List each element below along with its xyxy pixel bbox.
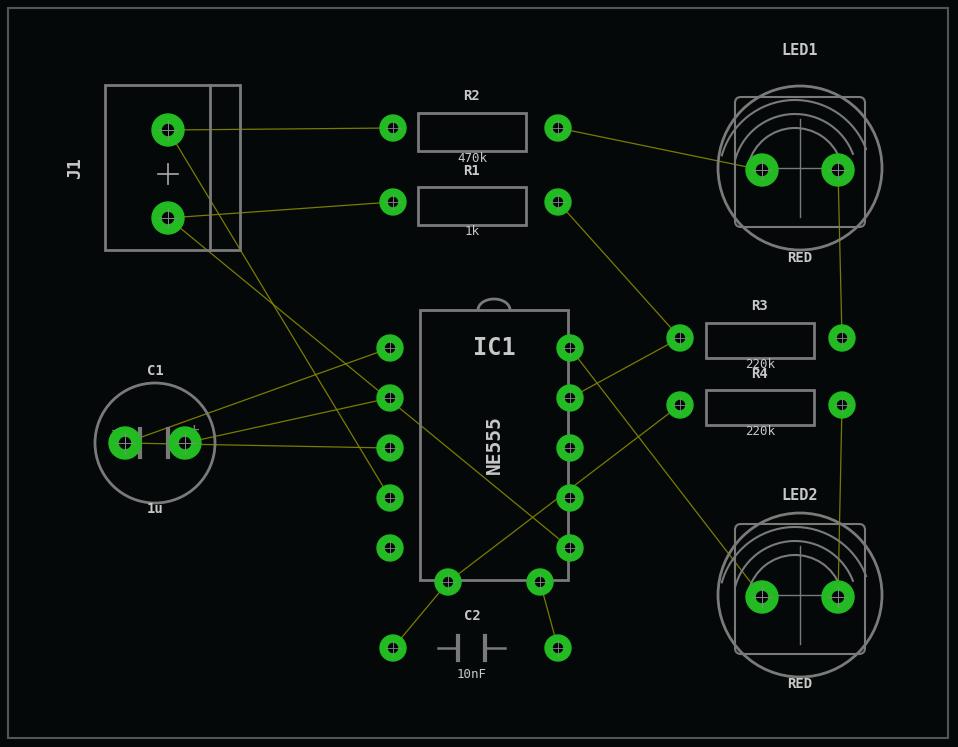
Circle shape bbox=[557, 435, 583, 461]
Circle shape bbox=[757, 592, 767, 603]
Circle shape bbox=[444, 577, 452, 586]
Text: IC1: IC1 bbox=[472, 336, 515, 360]
Circle shape bbox=[565, 394, 575, 403]
Text: 220k: 220k bbox=[745, 425, 775, 438]
Circle shape bbox=[385, 444, 395, 453]
Circle shape bbox=[385, 394, 395, 403]
Circle shape bbox=[120, 438, 130, 448]
Circle shape bbox=[377, 335, 403, 361]
Circle shape bbox=[746, 154, 778, 186]
Circle shape bbox=[152, 202, 184, 234]
Circle shape bbox=[385, 494, 395, 503]
Circle shape bbox=[163, 125, 173, 135]
Circle shape bbox=[152, 114, 184, 146]
Circle shape bbox=[377, 535, 403, 561]
Circle shape bbox=[377, 385, 403, 411]
Circle shape bbox=[545, 189, 571, 215]
Text: 220k: 220k bbox=[745, 358, 775, 371]
Circle shape bbox=[667, 392, 693, 418]
Circle shape bbox=[545, 115, 571, 141]
Text: RED: RED bbox=[787, 251, 812, 265]
Circle shape bbox=[380, 189, 406, 215]
Circle shape bbox=[557, 335, 583, 361]
Circle shape bbox=[385, 544, 395, 553]
Circle shape bbox=[822, 154, 854, 186]
Circle shape bbox=[557, 485, 583, 511]
Circle shape bbox=[163, 212, 173, 223]
Text: LED2: LED2 bbox=[782, 488, 818, 503]
Circle shape bbox=[833, 164, 843, 176]
Text: 1k: 1k bbox=[465, 225, 480, 238]
Circle shape bbox=[389, 643, 398, 652]
Circle shape bbox=[435, 569, 461, 595]
Circle shape bbox=[380, 635, 406, 661]
Circle shape bbox=[746, 581, 778, 613]
Text: R4: R4 bbox=[752, 367, 768, 381]
Circle shape bbox=[380, 115, 406, 141]
Text: C2: C2 bbox=[464, 609, 480, 623]
Circle shape bbox=[757, 164, 767, 176]
Circle shape bbox=[667, 325, 693, 351]
Text: +: + bbox=[189, 421, 199, 439]
Circle shape bbox=[527, 569, 553, 595]
Circle shape bbox=[385, 344, 395, 353]
Circle shape bbox=[109, 427, 141, 459]
Circle shape bbox=[565, 344, 575, 353]
Circle shape bbox=[554, 197, 562, 206]
Circle shape bbox=[675, 400, 685, 409]
Circle shape bbox=[536, 577, 544, 586]
Text: -: - bbox=[108, 421, 120, 439]
Circle shape bbox=[179, 438, 191, 448]
Circle shape bbox=[554, 643, 562, 652]
Text: R1: R1 bbox=[464, 164, 480, 178]
Text: NE555: NE555 bbox=[485, 415, 504, 474]
Circle shape bbox=[837, 400, 847, 409]
Circle shape bbox=[837, 333, 847, 343]
Text: 10nF: 10nF bbox=[457, 668, 487, 681]
Text: RED: RED bbox=[787, 677, 812, 691]
Circle shape bbox=[389, 197, 398, 206]
Circle shape bbox=[554, 123, 562, 132]
Circle shape bbox=[545, 635, 571, 661]
Circle shape bbox=[377, 435, 403, 461]
Circle shape bbox=[565, 544, 575, 553]
Circle shape bbox=[675, 333, 685, 343]
Circle shape bbox=[557, 535, 583, 561]
Text: J1: J1 bbox=[66, 157, 84, 179]
Text: R2: R2 bbox=[464, 89, 480, 103]
Circle shape bbox=[833, 592, 843, 603]
Circle shape bbox=[829, 392, 855, 418]
Circle shape bbox=[829, 325, 855, 351]
Text: 470k: 470k bbox=[457, 152, 487, 165]
Text: LED1: LED1 bbox=[782, 43, 818, 58]
Circle shape bbox=[565, 494, 575, 503]
Circle shape bbox=[377, 485, 403, 511]
Text: R3: R3 bbox=[752, 299, 768, 313]
Text: 1u: 1u bbox=[147, 502, 164, 516]
Circle shape bbox=[565, 444, 575, 453]
Text: C1: C1 bbox=[147, 364, 164, 378]
Circle shape bbox=[389, 123, 398, 132]
Circle shape bbox=[822, 581, 854, 613]
Circle shape bbox=[557, 385, 583, 411]
Circle shape bbox=[169, 427, 201, 459]
